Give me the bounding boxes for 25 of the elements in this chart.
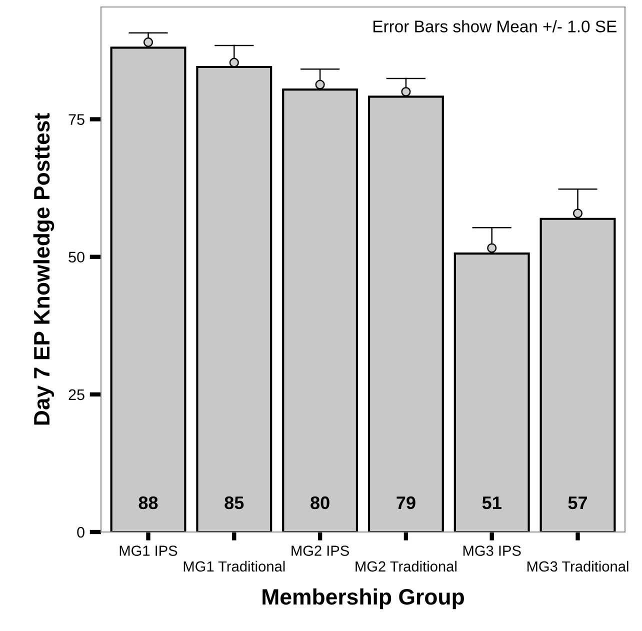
point xyxy=(401,86,411,97)
data-label: 85 xyxy=(224,496,244,510)
x-tick-label: MG3 Traditional xyxy=(527,560,628,572)
data-label: 79 xyxy=(396,496,416,510)
y-tick-label: 75 xyxy=(68,114,84,125)
x-tick-label: MG2 IPS xyxy=(292,546,349,556)
data-label: 80 xyxy=(310,496,330,510)
point xyxy=(572,208,583,218)
x-tick-label: MG1 Traditional xyxy=(184,560,285,572)
y-axis-title: Day 7 EP Knowledge Posttest xyxy=(33,113,54,425)
x-tick-label: MG2 Traditional xyxy=(356,560,456,572)
x-tick-label: MG1 IPS xyxy=(120,546,178,556)
point xyxy=(143,37,154,48)
x-axis-title: Membership Group xyxy=(262,588,464,610)
point xyxy=(487,243,497,253)
point xyxy=(315,80,325,90)
point xyxy=(229,58,239,68)
x-tick-label: MG3 IPS xyxy=(463,546,521,556)
y-tick-label: 25 xyxy=(68,389,84,400)
y-tick-label: 0 xyxy=(77,526,84,538)
data-label: 88 xyxy=(138,496,158,510)
data-label: 51 xyxy=(482,496,502,510)
data-label: 57 xyxy=(568,496,588,510)
y-tick-label: 50 xyxy=(68,252,84,263)
annotation: Error Bars show Mean +/- 1.0 SE xyxy=(374,20,616,32)
